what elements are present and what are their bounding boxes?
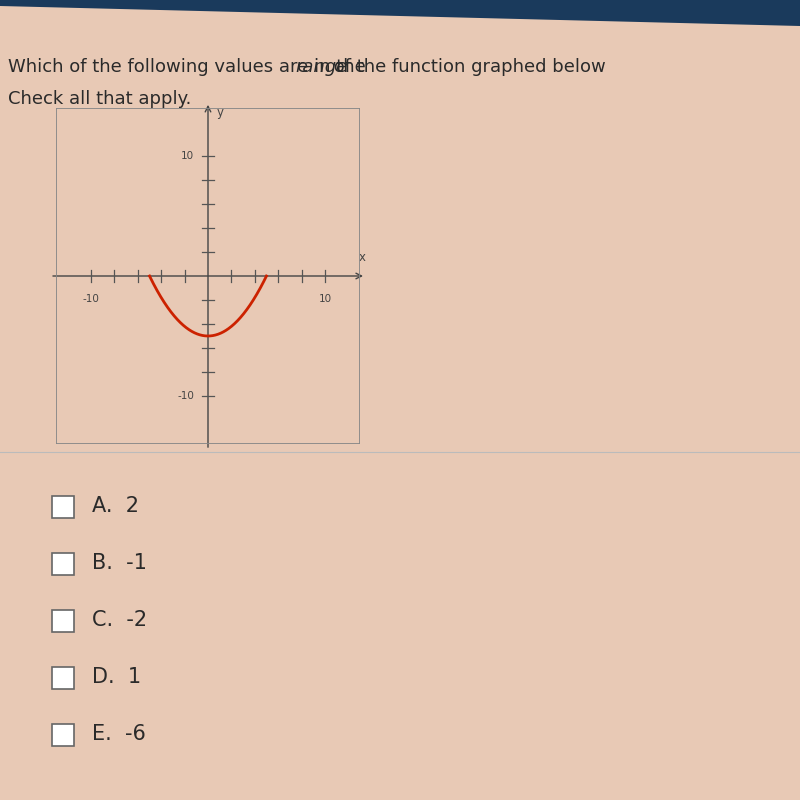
Text: A.  2: A. 2: [92, 496, 139, 516]
Polygon shape: [0, 0, 800, 26]
Bar: [52, 610, 74, 632]
Text: x: x: [359, 251, 366, 264]
Text: -10: -10: [177, 391, 194, 401]
Text: 10: 10: [318, 294, 331, 304]
Text: Which of the following values are in the: Which of the following values are in the: [8, 58, 371, 76]
Text: E.  -6: E. -6: [92, 724, 146, 744]
Text: range: range: [295, 58, 347, 76]
Bar: [52, 724, 74, 746]
Text: of the function graphed below: of the function graphed below: [327, 58, 606, 76]
Bar: [52, 496, 74, 518]
Text: B.  -1: B. -1: [92, 553, 147, 573]
Bar: [52, 667, 74, 689]
Text: C.  -2: C. -2: [92, 610, 147, 630]
Text: -10: -10: [82, 294, 99, 304]
Text: y: y: [216, 106, 223, 118]
Text: D.  1: D. 1: [92, 667, 141, 687]
Text: Check all that apply.: Check all that apply.: [8, 90, 191, 108]
Bar: [52, 553, 74, 575]
Text: 10: 10: [181, 151, 194, 161]
